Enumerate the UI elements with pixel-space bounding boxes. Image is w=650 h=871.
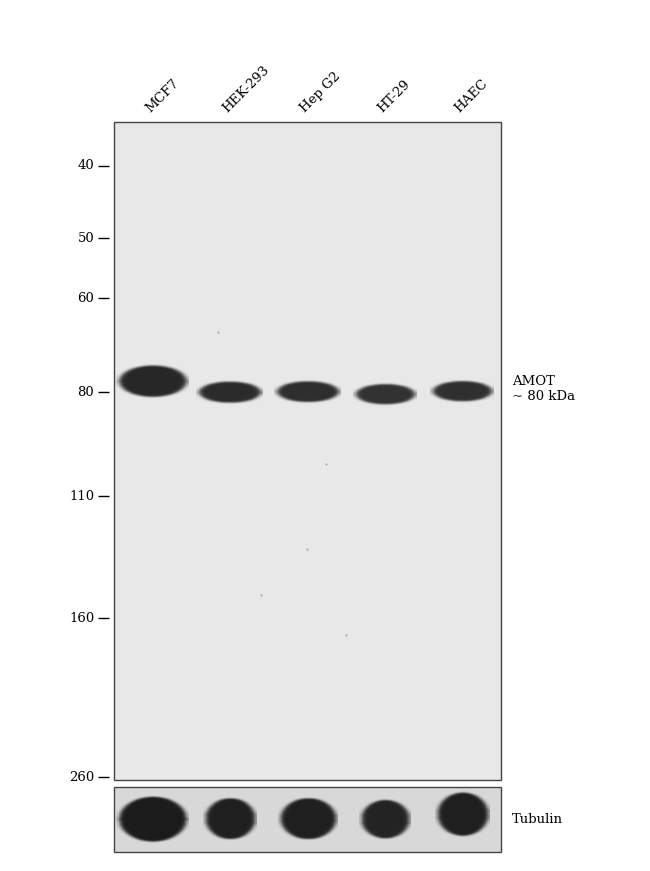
Text: 60: 60 — [77, 292, 94, 305]
Text: HT-29: HT-29 — [375, 78, 413, 115]
Text: ~ 80 kDa: ~ 80 kDa — [512, 390, 575, 403]
Text: 110: 110 — [69, 490, 94, 503]
Text: 160: 160 — [69, 612, 94, 625]
Text: HAEC: HAEC — [452, 77, 491, 115]
Text: 40: 40 — [77, 159, 94, 172]
Text: Tubulin: Tubulin — [512, 813, 563, 826]
Text: AMOT: AMOT — [512, 375, 555, 388]
Bar — [114, 787, 500, 852]
Text: HEK-293: HEK-293 — [220, 64, 272, 115]
Text: 260: 260 — [69, 771, 94, 784]
Text: 50: 50 — [77, 232, 94, 245]
Bar — [114, 122, 500, 780]
Text: Hep G2: Hep G2 — [298, 70, 343, 115]
Text: 80: 80 — [77, 386, 94, 399]
Text: MCF7: MCF7 — [143, 77, 182, 115]
